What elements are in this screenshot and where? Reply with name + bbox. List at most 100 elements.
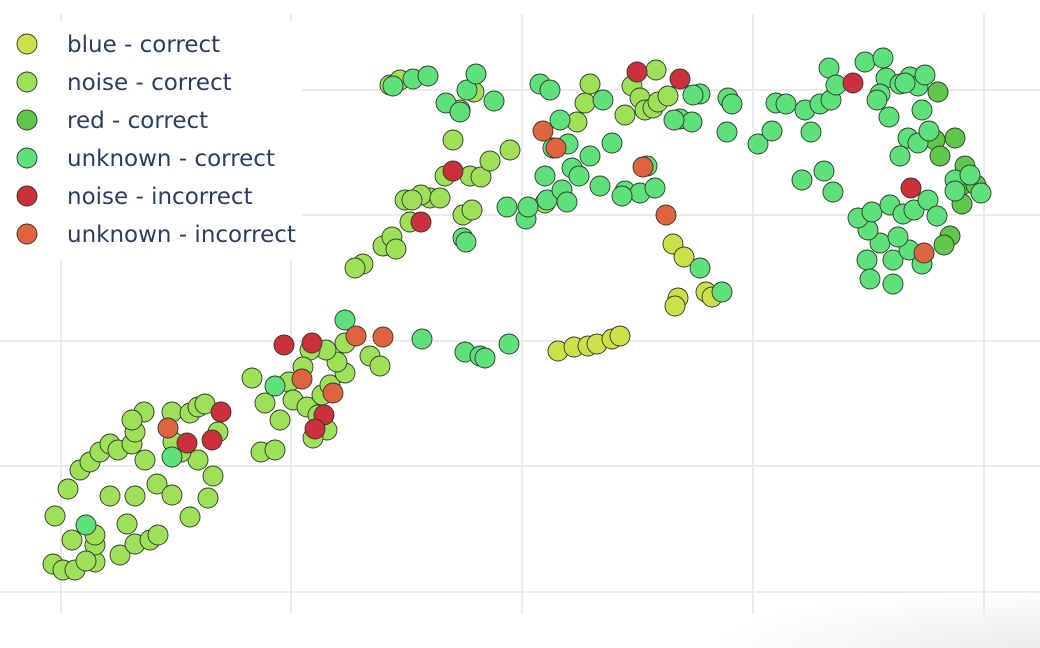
point-noise-correct[interactable] [109,544,131,566]
point-unknown-correct[interactable] [747,133,769,155]
point-noise-incorrect[interactable] [900,177,922,199]
point-noise-incorrect[interactable] [201,429,223,451]
point-noise-correct[interactable] [369,355,391,377]
point-unknown-correct[interactable] [549,109,571,131]
point-unknown-correct[interactable] [856,249,878,271]
point-noise-incorrect[interactable] [442,160,464,182]
point-unknown-correct[interactable] [411,328,433,350]
point-unknown-correct[interactable] [592,89,614,111]
point-unknown-correct[interactable] [721,93,743,115]
legend-item-unknown-correct[interactable]: unknown - correct [16,146,275,172]
point-unknown-correct[interactable] [682,84,704,106]
point-noise-correct[interactable] [264,439,286,461]
point-noise-correct[interactable] [197,487,219,509]
point-noise-incorrect[interactable] [626,61,648,83]
point-noise-correct[interactable] [99,485,121,507]
point-unknown-incorrect[interactable] [545,137,567,159]
point-unknown-correct[interactable] [889,145,911,167]
point-unknown-correct[interactable] [689,257,711,279]
point-unknown-correct[interactable] [791,169,813,191]
point-noise-correct[interactable] [147,524,169,546]
point-unknown-correct[interactable] [264,375,286,397]
point-noise-incorrect[interactable] [210,401,232,423]
point-unknown-correct[interactable] [681,111,703,133]
point-noise-correct[interactable] [269,409,291,431]
point-noise-incorrect[interactable] [273,334,295,356]
point-noise-correct[interactable] [121,409,143,431]
point-noise-incorrect[interactable] [669,68,691,90]
point-unknown-correct[interactable] [944,180,966,202]
point-unknown-correct[interactable] [761,120,783,142]
point-unknown-correct[interactable] [498,333,520,355]
point-unknown-correct[interactable] [861,201,883,223]
point-noise-correct[interactable] [579,73,601,95]
point-blue-correct[interactable] [664,295,686,317]
point-noise-correct[interactable] [344,257,366,279]
point-unknown-correct[interactable] [716,121,738,143]
point-unknown-correct[interactable] [534,165,556,187]
point-noise-correct[interactable] [657,85,679,107]
point-unknown-correct[interactable] [800,121,822,143]
point-unknown-correct[interactable] [882,249,904,271]
point-unknown-correct[interactable] [517,196,539,218]
point-unknown-correct[interactable] [161,446,183,468]
point-unknown-correct[interactable] [887,226,909,248]
point-red-correct[interactable] [944,127,966,149]
point-unknown-incorrect[interactable] [632,156,654,178]
point-unknown-correct[interactable] [663,109,685,131]
point-unknown-correct[interactable] [854,51,876,73]
point-unknown-correct[interactable] [496,196,518,218]
point-unknown-correct[interactable] [775,93,797,115]
point-noise-incorrect[interactable] [301,332,323,354]
point-noise-correct[interactable] [254,392,276,414]
point-unknown-incorrect[interactable] [345,325,367,347]
point-unknown-incorrect[interactable] [291,368,313,390]
point-unknown-correct[interactable] [882,273,904,295]
point-unknown-correct[interactable] [579,145,601,167]
point-unknown-incorrect[interactable] [372,326,394,348]
point-unknown-incorrect[interactable] [655,204,677,226]
point-unknown-correct[interactable] [970,182,992,204]
point-unknown-correct[interactable] [465,63,487,85]
point-unknown-correct[interactable] [914,64,936,86]
point-noise-correct[interactable] [134,449,156,471]
point-noise-correct[interactable] [614,104,636,126]
point-noise-correct[interactable] [44,505,66,527]
point-unknown-correct[interactable] [611,185,633,207]
point-unknown-correct[interactable] [455,231,477,253]
point-unknown-correct[interactable] [483,90,505,112]
point-noise-incorrect[interactable] [410,211,432,233]
point-unknown-correct[interactable] [334,309,356,331]
point-red-correct[interactable] [927,81,949,103]
point-unknown-incorrect[interactable] [532,120,554,142]
legend-item-red-correct[interactable]: red - correct [16,108,208,134]
point-unknown-correct[interactable] [866,89,888,111]
point-noise-correct[interactable] [187,449,209,471]
legend-item-noise-correct[interactable]: noise - correct [16,70,232,96]
point-noise-correct[interactable] [385,238,407,260]
point-unknown-correct[interactable] [601,132,623,154]
point-noise-correct[interactable] [574,92,596,114]
point-unknown-correct[interactable] [382,75,404,97]
point-noise-correct[interactable] [202,465,224,487]
point-unknown-correct[interactable] [911,99,933,121]
point-unknown-correct[interactable] [589,175,611,197]
point-noise-correct[interactable] [401,189,423,211]
point-noise-incorrect[interactable] [176,432,198,454]
point-unknown-correct[interactable] [539,79,561,101]
point-noise-correct[interactable] [499,139,521,161]
point-noise-correct[interactable] [61,529,83,551]
point-noise-incorrect[interactable] [842,72,864,94]
legend-item-blue-correct[interactable]: blue - correct [16,32,220,58]
point-blue-correct[interactable] [673,246,695,268]
point-unknown-incorrect[interactable] [322,382,344,404]
point-noise-incorrect[interactable] [304,418,326,440]
point-noise-correct[interactable] [461,199,483,221]
point-unknown-incorrect[interactable] [157,417,179,439]
point-unknown-correct[interactable] [918,120,940,142]
point-red-correct[interactable] [933,234,955,256]
point-unknown-correct[interactable] [417,65,439,87]
point-unknown-correct[interactable] [859,268,881,290]
point-unknown-correct[interactable] [568,165,590,187]
point-noise-correct[interactable] [116,513,138,535]
